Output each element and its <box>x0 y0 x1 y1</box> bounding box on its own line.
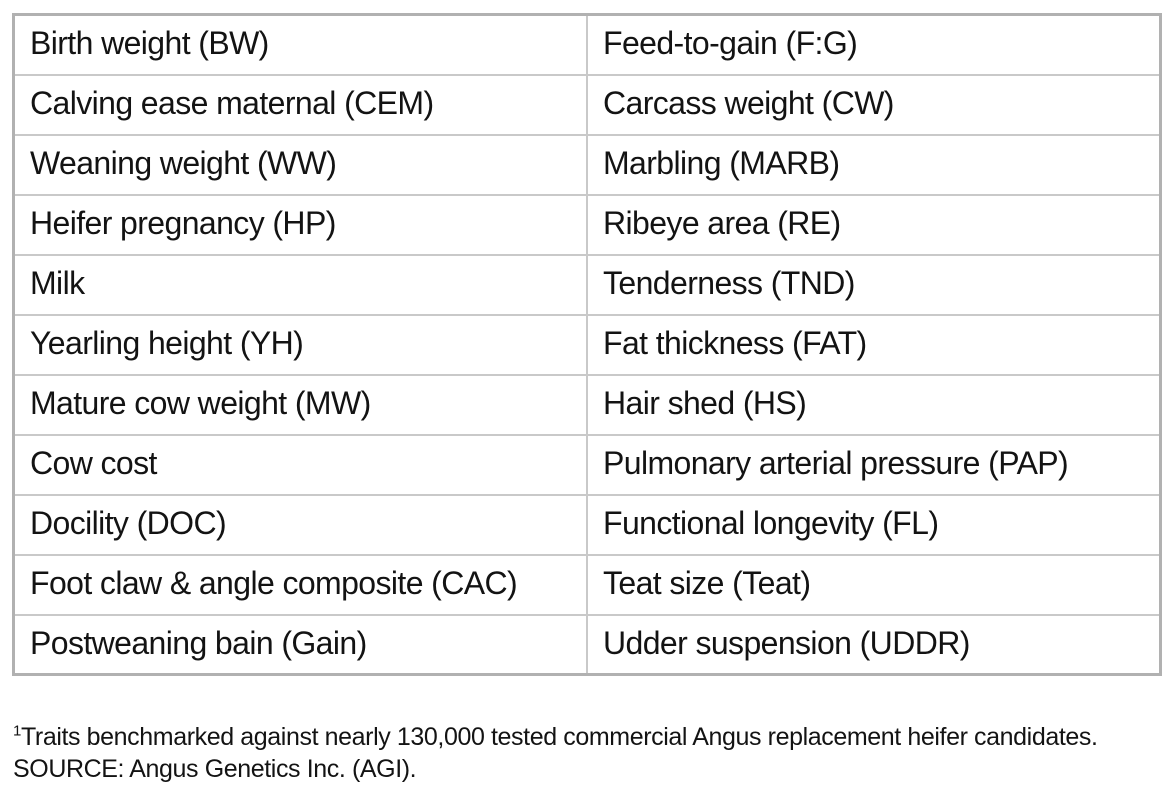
trait-cell-right: Ribeye area (RE) <box>586 193 1162 256</box>
footnote-superscript: 1 <box>13 722 21 740</box>
trait-cell-left: Mature cow weight (MW) <box>12 373 588 436</box>
footnote-text: Traits benchmarked against nearly 130,00… <box>20 723 1098 751</box>
trait-cell-right: Teat size (Teat) <box>586 553 1162 616</box>
trait-cell-right: Carcass weight (CW) <box>586 73 1162 136</box>
table-row: Yearling height (YH) Fat thickness (FAT) <box>12 313 1162 376</box>
traits-table-body: Birth weight (BW) Feed-to-gain (F:G) Cal… <box>12 13 1162 676</box>
footnote-line-2: SOURCE: Angus Genetics Inc. (AGI). <box>13 755 417 783</box>
table-row: Weaning weight (WW) Marbling (MARB) <box>12 133 1162 196</box>
traits-table: Birth weight (BW) Feed-to-gain (F:G) Cal… <box>12 13 1162 676</box>
footnote-line-1: 1Traits benchmarked against nearly 130,0… <box>13 721 1168 753</box>
trait-cell-right: Hair shed (HS) <box>586 373 1162 436</box>
trait-cell-right: Marbling (MARB) <box>586 133 1162 196</box>
table-row: Heifer pregnancy (HP) Ribeye area (RE) <box>12 193 1162 256</box>
table-row: Mature cow weight (MW) Hair shed (HS) <box>12 373 1162 436</box>
trait-cell-right: Feed-to-gain (F:G) <box>586 13 1162 76</box>
trait-cell-right: Tenderness (TND) <box>586 253 1162 316</box>
table-row: Postweaning bain (Gain) Udder suspension… <box>12 613 1162 676</box>
table-row: Calving ease maternal (CEM) Carcass weig… <box>12 73 1162 136</box>
trait-cell-left: Birth weight (BW) <box>12 13 588 76</box>
table-row: Docility (DOC) Functional longevity (FL) <box>12 493 1162 556</box>
table-row: Foot claw & angle composite (CAC) Teat s… <box>12 553 1162 616</box>
trait-cell-left: Cow cost <box>12 433 588 496</box>
table-row: Milk Tenderness (TND) <box>12 253 1162 316</box>
trait-cell-right: Fat thickness (FAT) <box>586 313 1162 376</box>
trait-cell-left: Docility (DOC) <box>12 493 588 556</box>
trait-cell-right: Udder suspension (UDDR) <box>586 613 1162 676</box>
trait-cell-left: Milk <box>12 253 588 316</box>
trait-cell-left: Yearling height (YH) <box>12 313 588 376</box>
trait-cell-left: Calving ease maternal (CEM) <box>12 73 588 136</box>
footnote: 1Traits benchmarked against nearly 130,0… <box>13 721 1168 785</box>
trait-cell-left: Postweaning bain (Gain) <box>12 613 588 676</box>
trait-cell-left: Weaning weight (WW) <box>12 133 588 196</box>
trait-cell-right: Pulmonary arterial pressure (PAP) <box>586 433 1162 496</box>
trait-cell-left: Foot claw & angle composite (CAC) <box>12 553 588 616</box>
table-row: Cow cost Pulmonary arterial pressure (PA… <box>12 433 1162 496</box>
traits-table-container: Birth weight (BW) Feed-to-gain (F:G) Cal… <box>12 13 1162 676</box>
trait-cell-right: Functional longevity (FL) <box>586 493 1162 556</box>
trait-cell-left: Heifer pregnancy (HP) <box>12 193 588 256</box>
table-row: Birth weight (BW) Feed-to-gain (F:G) <box>12 13 1162 76</box>
